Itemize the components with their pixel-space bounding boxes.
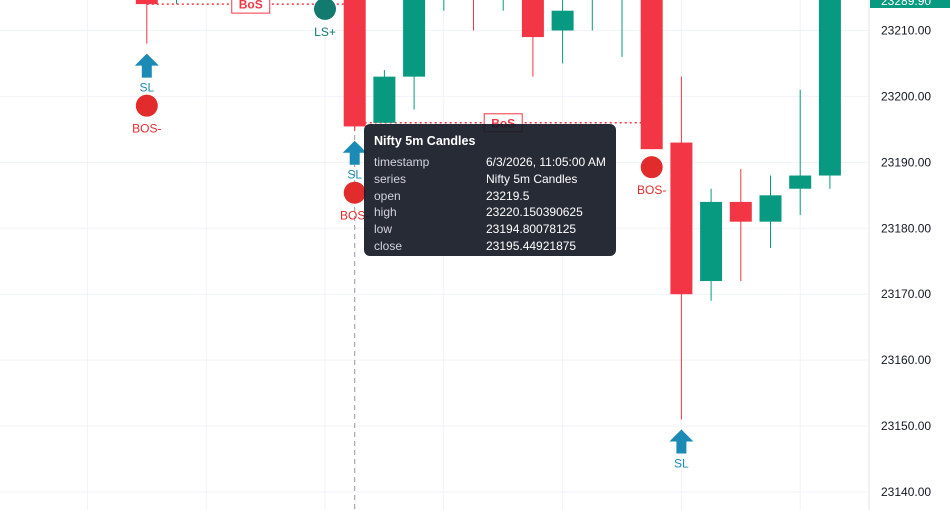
candle-body[interactable] [729,201,752,222]
price-axis-background [869,0,950,510]
candle-body[interactable] [670,142,693,295]
candle-body[interactable] [403,0,426,77]
tooltip-value: 23219.5 [486,188,530,203]
tooltip-value: Nifty 5m Candles [486,171,578,186]
tooltip-value: 6/3/2026, 11:05:00 AM [486,155,606,169]
arrow-up-icon [669,429,694,454]
price-axis-tick-label: 23160.00 [881,353,931,367]
tooltip-title: Nifty 5m Candles [374,134,476,148]
tooltip-value: 23195.44921875 [486,238,577,253]
price-axis-tick-label: 23150.00 [881,419,931,433]
price-axis-tick-label: 23170.00 [881,287,931,301]
price-axis-tick-label: 23190.00 [881,155,931,169]
marker-label: BOS- [340,209,369,223]
tooltip-row: low 23194.80078125 [374,221,606,238]
tooltip-row: high 23220.150390625 [374,204,606,221]
marker-circle-icon [135,94,158,117]
candle-body[interactable] [789,175,812,189]
tooltip-key: high [374,205,397,220]
tooltip-key: timestamp [374,155,430,169]
marker-label: LS+ [314,25,336,39]
level-label-box [231,0,271,14]
level-label: BoS [239,0,263,12]
candle-body[interactable] [343,0,366,127]
last-price-badge [870,0,950,8]
price-axis-tick-label: 23180.00 [881,221,931,235]
candle-body[interactable] [135,0,158,5]
candle-body[interactable] [759,195,782,222]
candle-body[interactable] [700,201,723,282]
tooltip-key: open [374,188,401,203]
marker-label: SL [139,81,154,95]
data-tooltip: Nifty 5m Candles timestamp 6/3/2026, 11:0… [364,124,616,256]
tooltip-row: open 23219.5 [374,188,606,205]
tooltip-key: series [374,171,407,186]
tooltip-row: timestamp 6/3/2026, 11:05:00 AM [374,154,606,171]
price-axis-tick-label: 23140.00 [881,485,931,499]
tooltip-row: close 23195.44921875 [374,238,606,255]
tooltip-key: low [374,222,393,237]
marker-circle-icon [314,0,336,20]
tooltip-key: close [374,238,403,253]
candle-body[interactable] [640,0,663,150]
tooltip-value: 23194.80078125 [486,222,577,237]
marker-label: BOS- [132,122,161,136]
tooltip-row: series Nifty 5m Candles [374,171,606,188]
tooltip-value: 23220.150390625 [486,205,583,220]
candle-body[interactable] [551,10,574,31]
price-axis-tick-label: 23200.00 [881,89,931,103]
candle-body[interactable] [373,76,396,123]
arrow-up-icon [342,140,367,165]
last-price-label: 23289.90 [881,0,931,8]
arrow-up-icon [134,53,159,78]
marker-label: BOS- [637,183,666,197]
marker-circle-icon [640,156,663,179]
price-axis-tick-label: 23210.00 [881,23,931,37]
marker-label: SL [674,456,689,470]
candle-body[interactable] [521,0,544,38]
candle-body[interactable] [818,0,841,176]
marker-label: SL [347,168,362,182]
marker-circle-icon [343,181,366,204]
